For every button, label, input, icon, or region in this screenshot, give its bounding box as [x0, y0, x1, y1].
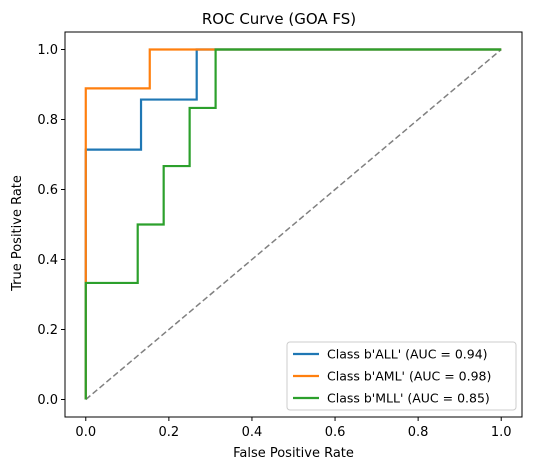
chart-title: ROC Curve (GOA FS) — [202, 10, 356, 28]
legend-box — [286, 341, 517, 411]
x-tick-label: 0.0 — [75, 425, 96, 440]
y-tick-label: 1.0 — [37, 43, 58, 58]
legend-label-2: Class b'MLL' (AUC = 0.85) — [327, 391, 490, 406]
plot-frame — [64, 31, 523, 418]
y-tick-label: 0.6 — [37, 183, 58, 198]
legend: Class b'ALL' (AUC = 0.94) Class b'AML' (A… — [286, 341, 517, 411]
legend-label-0: Class b'ALL' (AUC = 0.94) — [327, 347, 488, 362]
y-axis-label: True Positive Rate — [10, 175, 25, 292]
x-tick-label: 1.0 — [491, 425, 512, 440]
x-tick-label: 0.6 — [325, 425, 346, 440]
y-tick-label: 0.4 — [37, 253, 58, 268]
x-tick-label: 0.4 — [242, 425, 263, 440]
chance-diagonal-line — [85, 48, 502, 401]
axis-ticks: 0.0 0.2 0.4 0.6 0.8 1.0 0.0 0.2 0.4 0.6 0.8 1.0 — [37, 43, 511, 440]
y-tick-label: 0.0 — [37, 393, 58, 408]
x-tick-label: 0.2 — [159, 425, 180, 440]
roc-series-line-2 — [84, 48, 502, 400]
x-axis-label: False Positive Rate — [233, 446, 354, 461]
y-tick-label: 0.2 — [37, 323, 58, 338]
x-tick-label: 0.8 — [408, 425, 429, 440]
plot-area — [64, 31, 523, 418]
y-tick-label: 0.8 — [37, 113, 58, 128]
legend-label-1: Class b'AML' (AUC = 0.98) — [327, 369, 491, 384]
